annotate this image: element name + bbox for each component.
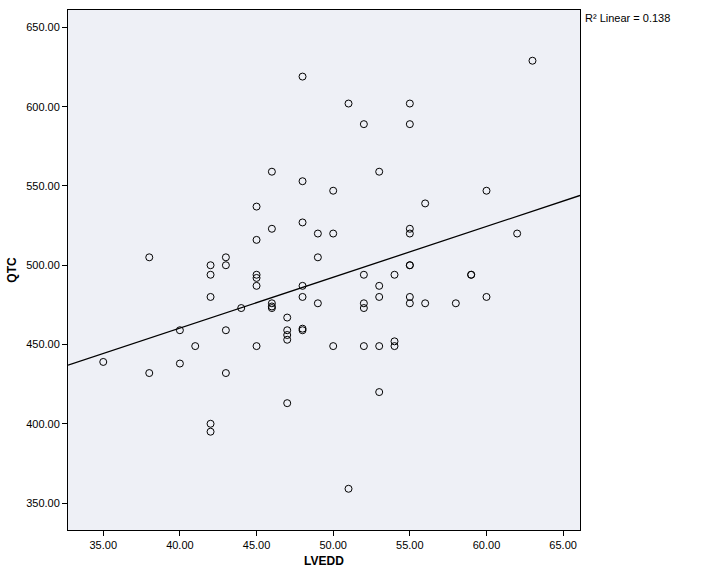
svg-text:45.00: 45.00 [243,539,271,551]
svg-text:550.00: 550.00 [26,180,60,192]
svg-text:60.00: 60.00 [473,539,501,551]
svg-text:55.00: 55.00 [396,539,424,551]
svg-text:400.00: 400.00 [26,418,60,430]
svg-text:QTC: QTC [5,257,19,283]
svg-text:650.00: 650.00 [26,21,60,33]
svg-text:R² Linear = 0.138: R² Linear = 0.138 [585,12,670,24]
svg-text:500.00: 500.00 [26,259,60,271]
svg-text:600.00: 600.00 [26,101,60,113]
svg-text:40.00: 40.00 [166,539,194,551]
svg-text:65.00: 65.00 [549,539,577,551]
svg-text:450.00: 450.00 [26,338,60,350]
svg-text:350.00: 350.00 [26,497,60,509]
svg-text:50.00: 50.00 [319,539,347,551]
svg-text:LVEDD: LVEDD [304,554,344,568]
svg-text:35.00: 35.00 [89,539,117,551]
